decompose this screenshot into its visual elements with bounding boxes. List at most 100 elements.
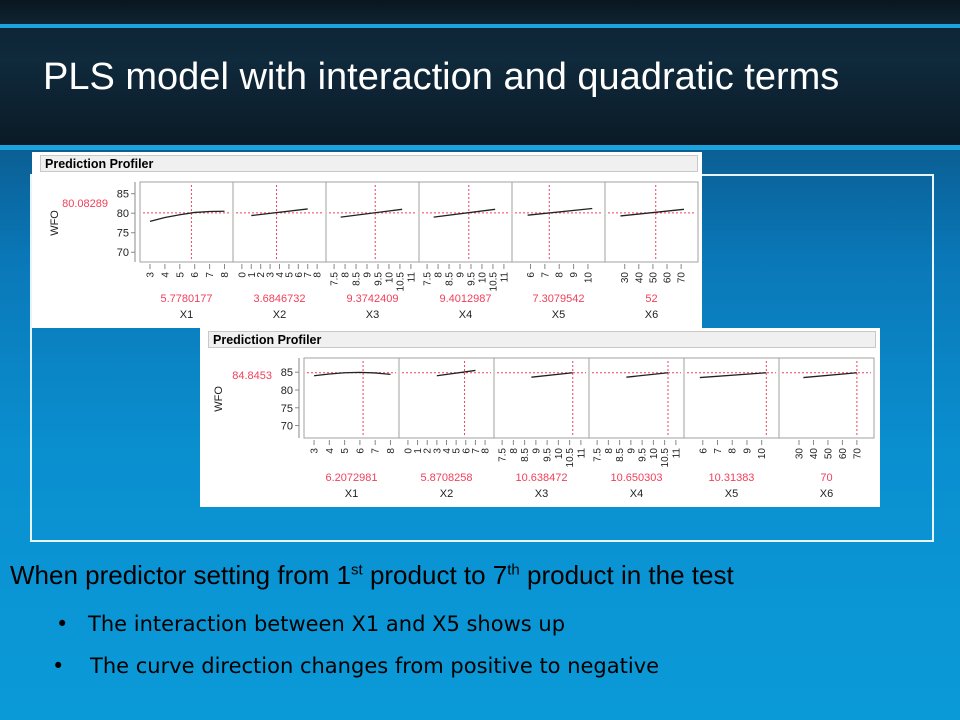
x-tick-label: 10.5 — [660, 448, 671, 468]
y-tick-label: 75 — [281, 403, 293, 415]
x-tick-label: 10 — [757, 448, 768, 460]
prediction-profiler-2: Prediction Profiler WFO 84.8453 70 75 80 85 3 4… — [200, 328, 880, 507]
x-tick-label: 8.5 — [352, 272, 363, 286]
x-tick-label: 8 — [313, 272, 324, 278]
x-tick-label: 8 — [434, 272, 445, 278]
factor-label: X3 — [366, 309, 379, 321]
x-tick-label: 10 — [477, 272, 488, 284]
x-tick-label: 11 — [406, 272, 417, 283]
response-value: 80.08289 — [62, 198, 108, 210]
accent-stripe — [0, 145, 960, 150]
profiler-header[interactable]: Prediction Profiler — [40, 155, 698, 172]
x-tick-label: 3 — [310, 448, 321, 454]
x-tick-label: 60 — [663, 272, 674, 284]
bullet-text: The interaction between X1 and X5 shows … — [88, 612, 566, 636]
factor-panel-x6 — [604, 181, 699, 263]
x-tick-label: 9.5 — [638, 448, 649, 462]
factor-value: 7.3079542 — [533, 293, 585, 305]
factor-panel-x5 — [683, 357, 780, 439]
factor-panel-x1 — [303, 357, 400, 439]
y-tick-label: 80 — [117, 208, 129, 220]
x-tick-label: 30 — [795, 448, 806, 460]
bullet-icon: • — [56, 612, 69, 636]
factor-value: 5.8708258 — [421, 472, 473, 484]
factor-value: 70 — [820, 472, 832, 484]
x-tick-label: 5 — [284, 272, 295, 278]
factor-panel-x5 — [511, 181, 606, 263]
factor-panel-x3 — [493, 357, 590, 439]
x-tick-label: 9 — [531, 448, 542, 454]
x-tick-label: 9 — [742, 448, 753, 454]
factor-value: 6.2072981 — [326, 472, 378, 484]
factor-label: X4 — [630, 488, 643, 500]
x-tick-label: 8 — [555, 272, 566, 278]
factor-label: X1 — [180, 309, 193, 321]
factor-value: 9.3742409 — [347, 293, 399, 305]
factor-panel-x1 — [139, 181, 234, 263]
x-tick-label: 0 — [403, 448, 414, 454]
factor-label: X2 — [440, 488, 453, 500]
x-tick-label: 9 — [626, 448, 637, 454]
x-tick-label: 8 — [481, 448, 492, 454]
x-tick-label: 8 — [341, 272, 352, 278]
x-tick-label: 7.5 — [593, 448, 604, 462]
x-tick-label: 40 — [634, 272, 645, 284]
factor-value: 52 — [645, 293, 657, 305]
factor-label: X1 — [345, 488, 358, 500]
x-tick-label: 4 — [275, 272, 286, 278]
profile-curve-x2 — [436, 369, 476, 377]
factor-panel-x2 — [232, 181, 327, 263]
x-tick-label: 6 — [294, 272, 305, 278]
profile-curve-x3 — [531, 372, 573, 378]
factor-value: 3.6846732 — [254, 293, 306, 305]
x-tick-label: 10.5 — [395, 272, 406, 292]
y-tick-label: 70 — [281, 421, 293, 433]
profile-curve-x5 — [527, 207, 593, 216]
profile-curve-x3 — [340, 208, 403, 218]
y-axis-label: WFO — [49, 210, 61, 236]
summary-part: product to 7 — [362, 560, 508, 590]
x-tick-label: 4 — [160, 272, 171, 278]
x-tick-label: 10 — [649, 448, 660, 460]
y-axis-label: WFO — [213, 386, 225, 412]
bullet-text: The curve direction changes from positiv… — [90, 654, 660, 678]
x-tick-label: 6 — [461, 448, 472, 454]
factor-panel-x2 — [398, 357, 495, 439]
factor-value: 9.4012987 — [440, 293, 492, 305]
x-tick-label: 40 — [809, 448, 820, 460]
x-tick-label: 4 — [442, 448, 453, 454]
x-tick-label: 3 — [145, 272, 156, 278]
x-tick-label: 10 — [384, 272, 395, 284]
x-tick-label: 11 — [576, 448, 587, 459]
factor-value: 10.638472 — [516, 472, 568, 484]
profile-curve-x4 — [433, 208, 496, 218]
x-tick-label: 50 — [823, 448, 834, 460]
factor-label: X4 — [459, 309, 472, 321]
profile-curve-x4 — [626, 372, 669, 378]
summary-text: When predictor setting from 1st product … — [10, 560, 734, 591]
x-tick-label: 5 — [175, 272, 186, 278]
x-tick-label: 5 — [340, 448, 351, 454]
x-tick-label: 7.5 — [498, 448, 509, 462]
x-tick-label: 3 — [266, 272, 277, 278]
x-tick-label: 9 — [456, 272, 467, 278]
summary-part: product in the test — [519, 560, 734, 590]
x-tick-label: 0 — [237, 272, 248, 278]
x-tick-label: 7.5 — [423, 272, 434, 286]
profiler-header[interactable]: Prediction Profiler — [208, 331, 876, 348]
factor-label: X5 — [552, 309, 565, 321]
x-tick-label: 8 — [604, 448, 615, 454]
y-tick-label: 85 — [117, 189, 129, 201]
x-tick-label: 70 — [852, 448, 863, 460]
x-tick-label: 7 — [540, 272, 551, 278]
x-tick-label: 10.5 — [565, 448, 576, 468]
x-tick-label: 2 — [256, 272, 267, 278]
y-tick-label: 70 — [117, 247, 129, 259]
x-tick-label: 8 — [386, 448, 397, 454]
summary-part: When predictor setting from 1 — [10, 560, 352, 590]
x-tick-label: 8 — [509, 448, 520, 454]
factor-value: 10.650303 — [611, 472, 663, 484]
ordinal-suffix: st — [351, 561, 363, 579]
